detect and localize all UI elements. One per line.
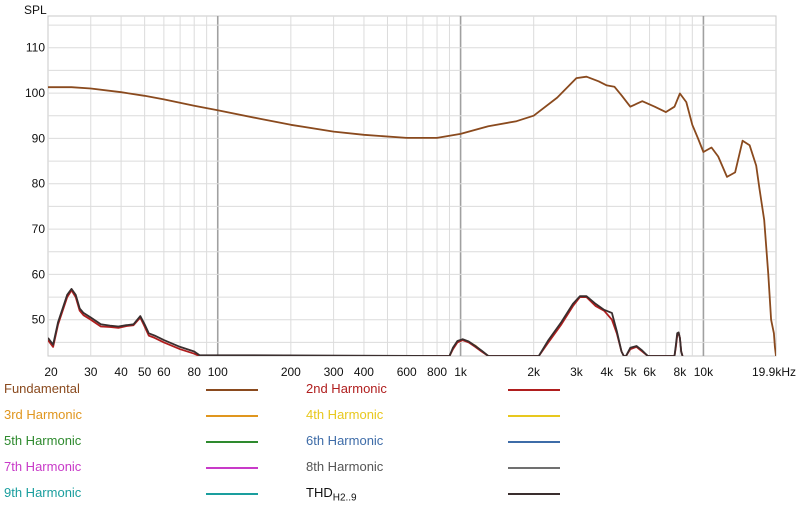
- x-tick-label: 8k: [674, 365, 688, 379]
- y-tick-label: 60: [32, 267, 46, 281]
- x-tick-label: 60: [157, 365, 171, 379]
- x-tick-label: 200: [281, 365, 301, 379]
- x-tick-label: 30: [84, 365, 98, 379]
- x-tick-label: 400: [354, 365, 374, 379]
- y-tick-label: 100: [25, 86, 45, 100]
- legend-label-3rd-harmonic: 3rd Harmonic: [4, 407, 83, 422]
- plot-area: [47, 15, 777, 357]
- x-tick-label: 100: [208, 365, 228, 379]
- legend-label-5th-harmonic: 5th Harmonic: [4, 433, 82, 448]
- x-tick-label: 3k: [570, 365, 584, 379]
- legend-label-2nd-harmonic: 2nd Harmonic: [306, 381, 387, 396]
- x-tick-label: 300: [324, 365, 344, 379]
- legend-label-7th-harmonic: 7th Harmonic: [4, 459, 82, 474]
- x-axis: 20 30 40 50 60 80 100 200 300 400 600 800 1k 2k 3k 4k 5k…: [44, 365, 796, 379]
- legend-swatch-6th-harmonic: [508, 441, 560, 443]
- legend-label-8th-harmonic: 8th Harmonic: [306, 459, 384, 474]
- frequency-response-chart: 110 100 90 80 70 60 50 20 30 40 50 60 80 100 200 300 40…: [24, 3, 796, 379]
- curve-fundamental: [48, 75, 776, 356]
- legend-swatch-thd: [508, 493, 560, 495]
- x-tick-label: 2k: [527, 365, 541, 379]
- x-tick-label: 20: [44, 365, 58, 379]
- legend-swatch-7th-harmonic: [206, 467, 258, 469]
- grid: [47, 15, 777, 357]
- y-axis-label: SPL: [24, 3, 47, 17]
- y-tick-label: 50: [32, 313, 46, 327]
- y-tick-label: 90: [32, 131, 46, 145]
- y-tick-label: 70: [32, 222, 46, 236]
- x-tick-label: 5k: [624, 365, 638, 379]
- legend-swatch-fundamental: [206, 389, 258, 391]
- x-tick-label: 50: [138, 365, 152, 379]
- legend-swatch-3rd-harmonic: [206, 415, 258, 417]
- legend-swatch-2nd-harmonic: [508, 389, 560, 391]
- legend-label-6th-harmonic: 6th Harmonic: [306, 433, 384, 448]
- legend-swatch-8th-harmonic: [508, 467, 560, 469]
- y-tick-label: 80: [32, 177, 46, 191]
- legend-label-4th-harmonic: 4th Harmonic: [306, 407, 384, 422]
- curve-thd: [48, 288, 684, 356]
- legend-swatch-5th-harmonic: [206, 441, 258, 443]
- curves: [48, 75, 776, 356]
- x-tick-label: 600: [397, 365, 417, 379]
- legend-label-9th-harmonic: 9th Harmonic: [4, 485, 82, 500]
- legend-label-subscript: H2..9: [332, 492, 357, 504]
- legend-label-fundamental: Fundamental: [4, 381, 80, 396]
- legend-label-thd: THDH2..9: [306, 485, 357, 504]
- x-tick-label: 800: [427, 365, 447, 379]
- legend-swatch-9th-harmonic: [206, 493, 258, 495]
- legend-swatch-4th-harmonic: [508, 415, 560, 417]
- x-tick-label: 10k: [694, 365, 714, 379]
- x-tick-label: 40: [114, 365, 128, 379]
- x-tick-label: 4k: [600, 365, 614, 379]
- x-tick-label: 6k: [643, 365, 657, 379]
- x-tick-label: 80: [188, 365, 202, 379]
- y-tick-label: 110: [26, 41, 45, 55]
- x-tick-label: 19.9kHz: [752, 365, 796, 379]
- x-tick-label: 1k: [454, 365, 468, 379]
- y-axis: 110 100 90 80 70 60 50: [25, 41, 45, 327]
